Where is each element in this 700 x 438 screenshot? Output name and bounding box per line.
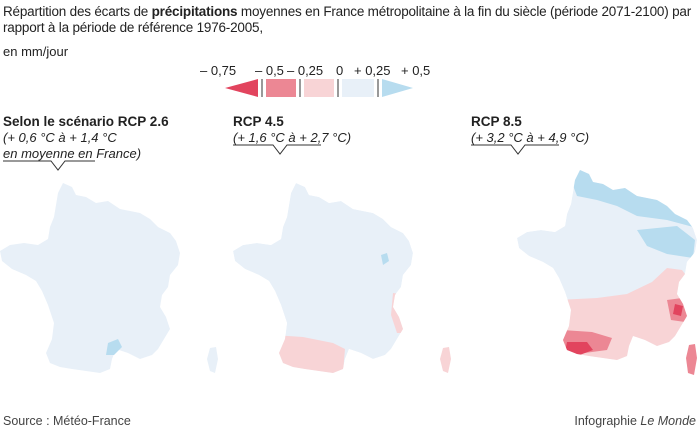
blue-zone-northeast bbox=[637, 226, 695, 258]
legend-swatch-light-blue bbox=[382, 79, 413, 97]
panel-title-rcp45: RCP 4.5 bbox=[233, 114, 284, 129]
panel-title-rcp26: Selon le scénario RCP 2.6 bbox=[3, 114, 169, 129]
callout-pointer-rcp85 bbox=[471, 144, 559, 155]
legend-tick: – 0,25 bbox=[287, 63, 324, 78]
panel-sub-rcp85: (+ 3,2 °C à + 4,9 °C) bbox=[471, 130, 590, 145]
blue-patch-alps bbox=[381, 253, 389, 265]
chart-title: Répartition des écarts de précipitations… bbox=[3, 4, 693, 36]
corsica bbox=[686, 344, 697, 375]
legend-tick: + 0,5 bbox=[401, 63, 431, 78]
legend-swatch-dark-red bbox=[225, 79, 258, 97]
legend-color-bar bbox=[225, 79, 413, 97]
legend-swatch-neutral bbox=[342, 79, 374, 97]
panel-sub-rcp45: (+ 1,6 °C à + 2,7 °C) bbox=[233, 130, 352, 145]
map-rcp26 bbox=[0, 183, 218, 373]
legend-swatch-light-red bbox=[304, 79, 334, 97]
legend-ticks: – 0,75 – 0,5 – 0,25 0 + 0,25 + 0,5 bbox=[200, 63, 440, 79]
france-mainland bbox=[0, 183, 180, 373]
callout-pointer-rcp26 bbox=[3, 160, 95, 171]
legend-swatch-mid-red bbox=[266, 79, 296, 97]
title-bold: précipitations bbox=[151, 4, 238, 19]
callout-pointer-rcp45 bbox=[233, 144, 321, 155]
source-label: Source : Météo-France bbox=[3, 414, 131, 428]
red-patch-pyrenees bbox=[273, 335, 345, 373]
dark-red-zone-alps bbox=[673, 304, 683, 316]
title-post: moyennes en France métropolitaine à la f… bbox=[3, 4, 691, 35]
corsica bbox=[207, 347, 218, 373]
blue-patch-southwest bbox=[106, 339, 122, 355]
panel-title-rcp85: RCP 8.5 bbox=[471, 114, 522, 129]
map-rcp85 bbox=[517, 170, 697, 375]
legend-tick: + 0,25 bbox=[354, 63, 391, 78]
title-pre: Répartition des écarts de bbox=[3, 4, 152, 19]
panel-sub-rcp26: (+ 0,6 °C à + 1,4 °C en moyenne en Franc… bbox=[3, 130, 142, 161]
map-rcp45 bbox=[233, 183, 451, 373]
legend-tick: 0 bbox=[336, 63, 344, 78]
corsica bbox=[440, 347, 451, 373]
legend-tick: – 0,5 bbox=[255, 63, 284, 78]
legend-tick: – 0,75 bbox=[200, 63, 237, 78]
credit-label: Infographie Le Monde bbox=[574, 414, 696, 428]
unit-label: en mm/jour bbox=[3, 44, 69, 59]
